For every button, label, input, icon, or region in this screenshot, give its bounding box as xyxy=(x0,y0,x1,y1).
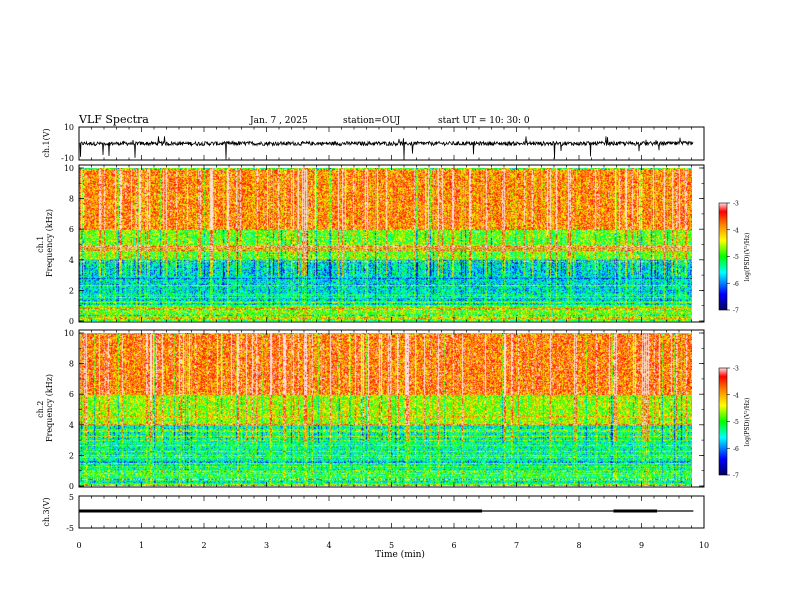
ch1-waveform-xticks xyxy=(78,127,705,160)
colorbar-tick-label: -4 xyxy=(733,227,739,234)
x-tick-label: 8 xyxy=(576,541,581,550)
colorbar-tick-label: -6 xyxy=(733,281,739,288)
y-tick-label: 4 xyxy=(69,256,74,265)
time-axis-labels: 0 1 2 3 4 5 6 7 8 9 10 xyxy=(76,541,709,550)
ch1-ytick-top: 10 xyxy=(64,123,74,132)
ch2-colorbar-label: log(PSD)(V²/Hz) xyxy=(744,398,751,447)
colorbar-tick-label: -6 xyxy=(733,446,739,453)
ch2-spectrogram-xticks xyxy=(78,330,705,487)
date-label: Jan. 7 , 2025 xyxy=(249,116,308,126)
ch2-spectrogram-panel: 0 2 4 6 8 10 ch.2 Frequency (kHz) xyxy=(36,329,705,491)
ch2-colorbar-gradient xyxy=(718,367,728,476)
ch1-spectrogram-panel: 0 2 4 6 8 10 ch.1 Frequency (kHz) xyxy=(36,164,705,326)
x-tick-label: 0 xyxy=(76,541,81,550)
x-tick-label: 3 xyxy=(264,541,269,550)
ch1-waveform-panel: 10 -10 ch.1(V) xyxy=(42,123,705,163)
ch3-signal-panel: 5 -5 ch.3(V) 0 1 2 3 4 5 6 7 8 9 10 Time (min) xyxy=(42,493,709,560)
x-tick-label: 10 xyxy=(699,541,709,550)
ch2-colorbar-ticks: -3 -4 -5 -6 -7 xyxy=(727,366,739,480)
ch3-ytick-top: 5 xyxy=(69,493,74,502)
ch3-signal-xticks xyxy=(78,496,705,528)
y-tick-label: 4 xyxy=(69,421,74,430)
ch3-signal-ylabel: ch.3(V) xyxy=(42,497,51,526)
colorbar-tick-label: -3 xyxy=(733,366,739,373)
x-tick-label: 7 xyxy=(514,541,519,550)
ch2-frequency-label: Frequency (kHz) xyxy=(45,374,54,442)
colorbar-tick-label: -4 xyxy=(733,392,739,399)
colorbar-tick-label: -7 xyxy=(733,308,739,315)
ch2-colorbar: -3 -4 -5 -6 -7 log(PSD)(V²/Hz) xyxy=(718,366,751,480)
x-tick-label: 6 xyxy=(451,541,456,550)
colorbar-tick-label: -3 xyxy=(733,201,739,208)
ch2-spectrogram-ylabel: ch.2 Frequency (kHz) xyxy=(36,374,54,442)
ch1-spectrogram-yticks: 0 2 4 6 8 10 xyxy=(64,164,704,326)
ch1-colorbar-gradient xyxy=(718,202,728,311)
colorbar-tick-label: -7 xyxy=(733,473,739,480)
figure-title: VLF Spectra xyxy=(78,113,149,126)
ch1-frequency-label: Frequency (kHz) xyxy=(45,209,54,277)
ch3-ytick-bottom: -5 xyxy=(66,524,74,533)
start-time-label: start UT = 10: 30: 0 xyxy=(438,116,530,126)
time-axis-title: Time (min) xyxy=(375,549,425,560)
ch1-colorbar-label: log(PSD)(V²/Hz) xyxy=(744,233,751,282)
ch2-channel-label: ch.2 xyxy=(36,401,45,418)
y-tick-label: 8 xyxy=(69,195,74,204)
y-tick-label: 10 xyxy=(64,164,74,173)
ch1-spectrogram-xticks xyxy=(78,165,705,322)
y-tick-label: 6 xyxy=(69,225,74,234)
ch1-spectrogram-image xyxy=(79,168,692,321)
y-tick-label: 2 xyxy=(69,451,74,460)
x-tick-label: 5 xyxy=(389,541,394,550)
colorbar-tick-label: -5 xyxy=(733,254,739,261)
y-tick-label: 8 xyxy=(69,360,74,369)
x-tick-label: 9 xyxy=(639,541,644,550)
y-tick-label: 6 xyxy=(69,390,74,399)
ch1-ytick-bottom: -10 xyxy=(61,154,74,163)
ch1-spectrogram-ylabel: ch.1 Frequency (kHz) xyxy=(36,209,54,277)
ch1-waveform-ylabel: ch.1(V) xyxy=(42,128,51,157)
y-tick-label: 0 xyxy=(69,317,74,326)
ch2-spectrogram-yticks: 0 2 4 6 8 10 xyxy=(64,329,704,491)
ch1-waveform-line xyxy=(79,136,694,160)
colorbar-tick-label: -5 xyxy=(733,419,739,426)
y-tick-label: 2 xyxy=(69,286,74,295)
ch1-channel-label: ch.1 xyxy=(36,236,45,253)
x-tick-label: 1 xyxy=(139,541,144,550)
x-tick-label: 4 xyxy=(326,541,331,550)
ch1-colorbar: -3 -4 -5 -6 -7 log(PSD)(V²/Hz) xyxy=(718,201,751,315)
y-tick-label: 0 xyxy=(69,482,74,491)
y-tick-label: 10 xyxy=(64,329,74,338)
ch1-colorbar-ticks: -3 -4 -5 -6 -7 xyxy=(727,201,739,315)
station-label: station=OUJ xyxy=(343,116,401,126)
ch2-spectrogram-image xyxy=(79,333,692,486)
x-tick-label: 2 xyxy=(201,541,206,550)
